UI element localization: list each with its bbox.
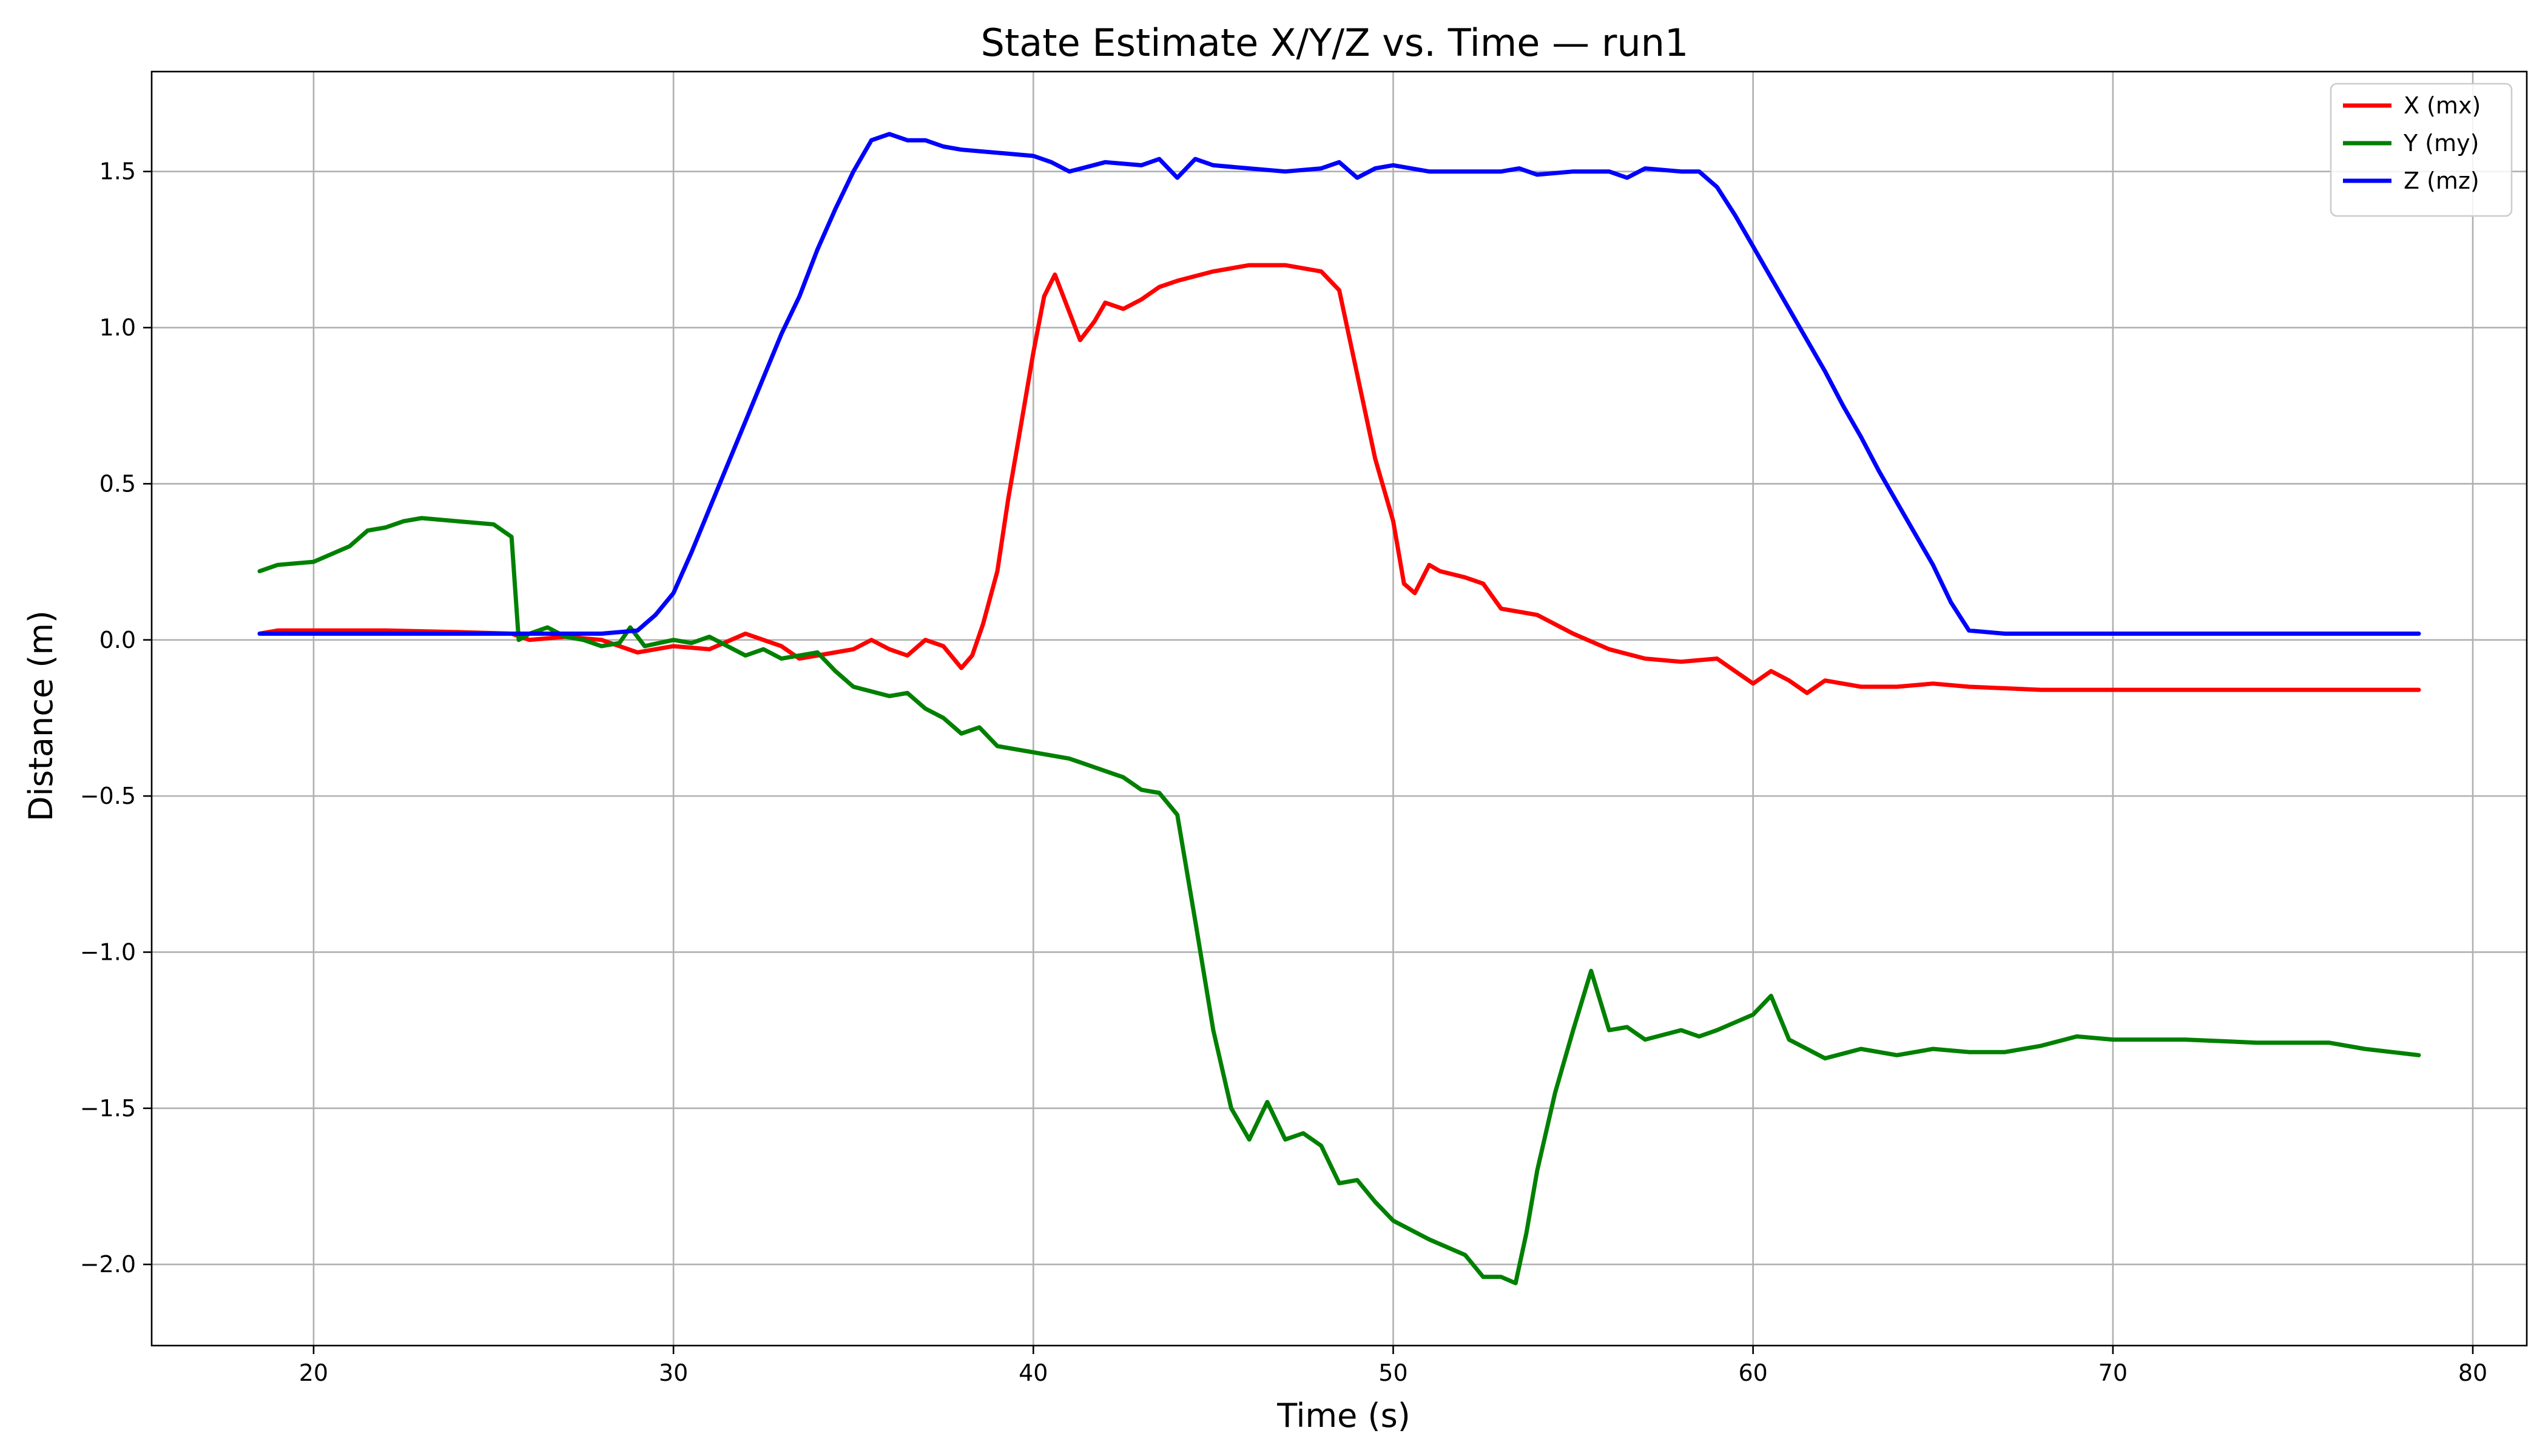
x-tick-label: 30 <box>659 1360 688 1386</box>
legend-label: Y (my) <box>2403 130 2479 157</box>
legend: X (mx) Y (my) Z (mz) <box>2330 83 2513 217</box>
y-axis-label: Distance (m) <box>22 610 60 821</box>
y-tick-label: 0.5 <box>99 470 136 497</box>
tick-layer: 20 30 40 50 60 70 80 −2.0 −1.5 −1.0 −0.5 0.0 0.5 1.0 1… <box>80 158 2487 1386</box>
series-line-2 <box>257 516 2421 1286</box>
chart-title: State Estimate X/Y/Z vs. Time — run1 <box>981 21 1689 65</box>
series-line-3 <box>257 132 2421 636</box>
series-layer <box>257 132 2421 1286</box>
x-axis-label: Time (s) <box>1276 1397 1410 1435</box>
x-tick-label: 80 <box>2458 1360 2487 1386</box>
x-tick-label: 50 <box>1378 1360 1407 1386</box>
plot-frame <box>150 70 2528 1347</box>
y-tick-label: 1.5 <box>99 158 136 185</box>
x-tick-label: 40 <box>1019 1360 1048 1386</box>
legend-label: Z (mz) <box>2404 167 2479 194</box>
y-tick-label: −2.0 <box>80 1251 136 1278</box>
y-tick-label: −0.5 <box>80 783 136 809</box>
y-tick-label: −1.0 <box>80 939 136 965</box>
x-tick-label: 20 <box>299 1360 328 1386</box>
x-tick-label: 60 <box>1738 1360 1767 1386</box>
series-line-1 <box>257 263 2421 695</box>
y-tick-label: 1.0 <box>99 314 136 341</box>
legend-label: X (mx) <box>2404 92 2481 119</box>
y-tick-label: 0.0 <box>99 627 136 653</box>
y-tick-label: −1.5 <box>80 1095 136 1122</box>
x-tick-label: 70 <box>2098 1360 2128 1386</box>
